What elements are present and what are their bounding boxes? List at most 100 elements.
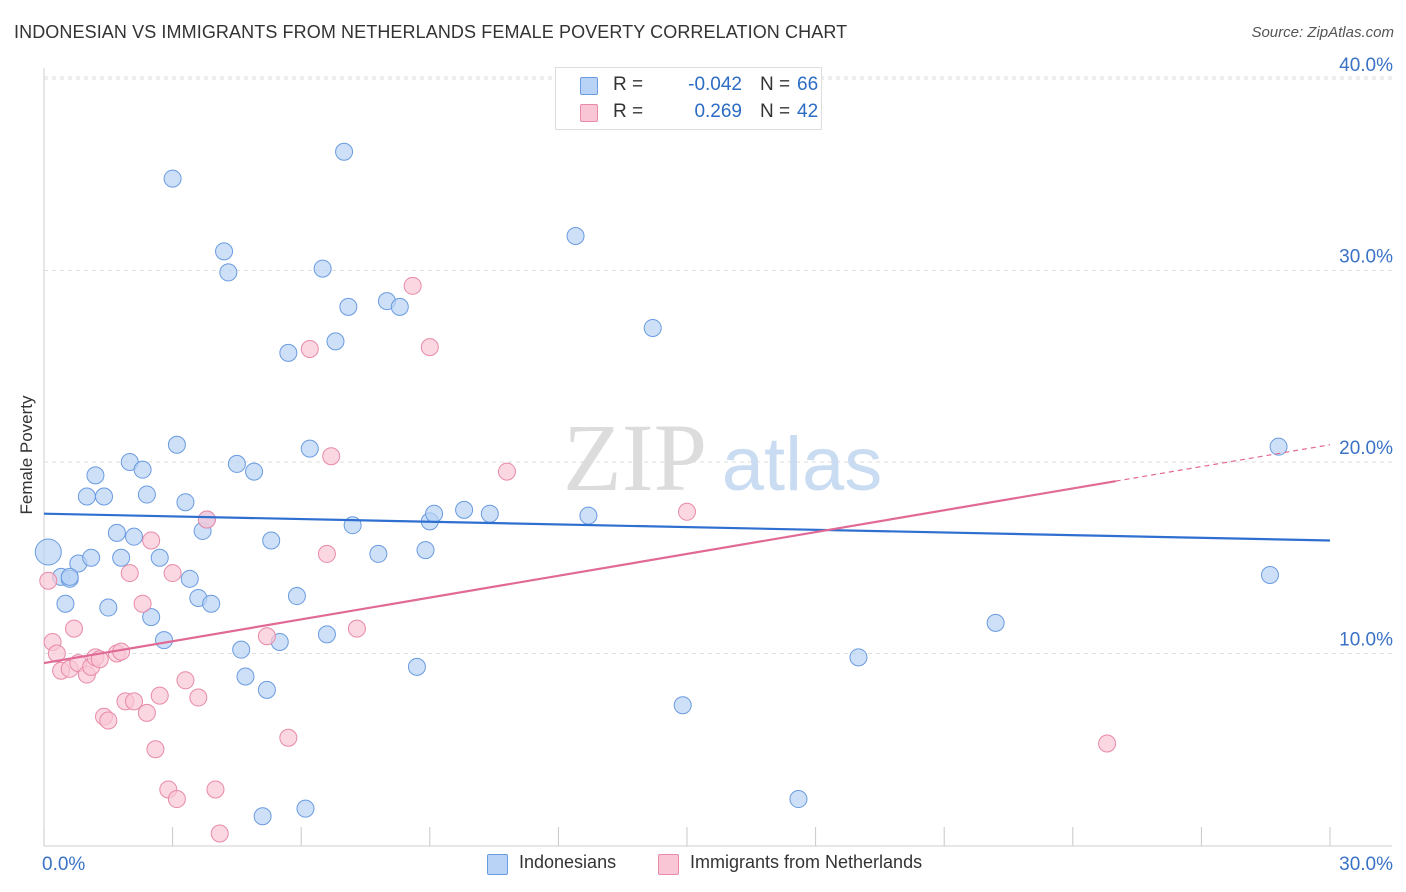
indonesians-point <box>163 169 182 188</box>
n-value: 66 <box>797 74 819 95</box>
watermark-atlas: atlas <box>722 422 883 507</box>
x-tick-label: 0.0% <box>42 854 85 875</box>
indonesians-point <box>232 640 251 659</box>
netherlands-point <box>420 338 439 357</box>
indonesians-point <box>56 594 75 613</box>
netherlands-point <box>300 340 319 359</box>
indonesians-point <box>262 531 281 550</box>
indonesians-trend-line <box>43 512 1331 542</box>
netherlands-point <box>137 703 156 722</box>
indonesians-point <box>296 799 315 818</box>
indonesians-point <box>313 259 332 278</box>
indonesians-point <box>112 548 131 567</box>
watermark-zip: ZIP <box>563 404 707 511</box>
netherlands-point <box>176 671 195 690</box>
legend-label: Immigrants from Netherlands <box>690 852 923 872</box>
netherlands-point <box>197 510 216 529</box>
y-tick-label: 20.0% <box>1339 438 1393 459</box>
netherlands-point <box>210 824 229 843</box>
trend-lines <box>43 444 1331 665</box>
indonesians-point <box>86 466 105 485</box>
netherlands-point <box>1098 734 1117 753</box>
y-tick-label: 40.0% <box>1339 55 1393 76</box>
netherlands-point <box>99 711 118 730</box>
netherlands-point <box>206 780 225 799</box>
indonesians-point <box>180 569 199 588</box>
indonesians-point <box>95 487 114 506</box>
netherlands-trend-line <box>43 480 1116 665</box>
netherlands-point <box>403 276 422 295</box>
indonesians-point <box>416 541 435 560</box>
source-credit: Source: ZipAtlas.com <box>1251 24 1394 41</box>
netherlands-point <box>497 462 516 481</box>
netherlands-swatch <box>580 104 598 122</box>
stats-box: R = -0.042 N = 66 R = 0.269 N = 42 <box>555 67 822 130</box>
netherlands-point <box>317 544 336 563</box>
indonesians-point <box>425 504 444 523</box>
chart-title: INDONESIAN VS IMMIGRANTS FROM NETHERLAND… <box>14 22 848 42</box>
netherlands-point <box>120 564 139 583</box>
indonesians-point <box>480 504 499 523</box>
netherlands-point <box>678 502 696 521</box>
netherlands-point <box>189 688 208 707</box>
indonesians-point <box>579 506 598 525</box>
netherlands-point <box>125 692 144 711</box>
indonesians-point <box>369 544 388 563</box>
indonesians-point <box>34 538 62 566</box>
indonesians-point <box>317 625 336 644</box>
watermark: ZIP atlas <box>563 404 882 511</box>
indonesians-point <box>99 598 118 617</box>
netherlands-point <box>279 728 298 747</box>
indonesians-point <box>137 485 156 504</box>
netherlands-point <box>65 619 84 638</box>
grid-lines <box>43 68 1392 847</box>
indonesians-point <box>215 242 234 261</box>
indonesians-point <box>455 500 474 519</box>
indonesians-point <box>77 487 96 506</box>
netherlands-point <box>146 740 165 759</box>
y-tick-label: 30.0% <box>1339 247 1393 268</box>
n-value: 42 <box>797 101 819 122</box>
indonesians-point <box>326 332 345 351</box>
indonesians-point <box>407 657 426 676</box>
n-label: N = <box>760 74 791 95</box>
netherlands-point <box>163 564 182 583</box>
r-value: -0.042 <box>688 74 742 95</box>
indonesians-point <box>335 142 354 161</box>
legend-swatch-blue <box>487 854 508 875</box>
axis-tick-labels: 10.0% 20.0% 30.0% 40.0% 0.0% 30.0% <box>42 55 1393 875</box>
indonesians-point <box>789 790 808 809</box>
netherlands-trend-extension <box>1115 444 1331 482</box>
indonesians-point <box>60 567 79 586</box>
indonesians-point <box>253 807 272 826</box>
indonesians-point <box>227 454 246 473</box>
netherlands-point <box>322 447 341 466</box>
indonesians-point <box>245 462 264 481</box>
r-label: R = <box>613 101 644 122</box>
netherlands-point <box>39 571 58 590</box>
y-tick-label: 10.0% <box>1339 630 1393 651</box>
indonesians-point <box>82 548 101 567</box>
x-axis-ticks <box>43 827 1331 846</box>
indonesians-point <box>202 594 221 613</box>
netherlands-point <box>150 686 169 705</box>
indonesians-point <box>219 263 238 282</box>
indonesians-point <box>339 297 358 316</box>
indonesians-point <box>142 608 161 627</box>
r-value: 0.269 <box>694 101 742 122</box>
indonesians-point <box>279 343 298 362</box>
x-tick-label: 30.0% <box>1339 854 1393 875</box>
indonesians-point <box>1269 437 1288 456</box>
indonesians-point <box>125 527 144 546</box>
indonesians-point <box>176 493 195 512</box>
indonesians-point <box>849 648 868 667</box>
netherlands-point <box>167 790 186 809</box>
n-label: N = <box>760 101 791 122</box>
indonesians-point <box>167 435 186 454</box>
indonesians-point <box>566 227 585 246</box>
indonesians-point <box>1260 565 1279 584</box>
legend-label: Indonesians <box>519 852 617 872</box>
indonesians-point <box>287 587 306 606</box>
indonesians-point <box>390 297 409 316</box>
